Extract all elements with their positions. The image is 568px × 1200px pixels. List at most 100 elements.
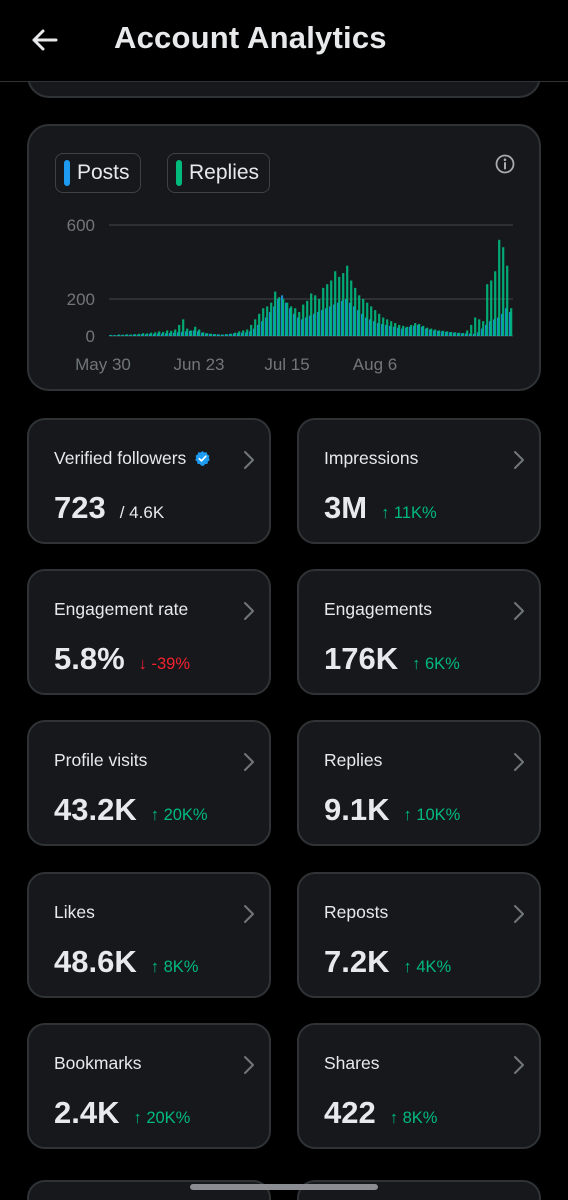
chevron-right-icon [514,451,524,469]
stat-card-shares[interactable]: Shares 422 ↑ 8K% [297,1023,541,1149]
chart-bars [109,239,513,337]
bar-replies [146,333,149,336]
bar-replies [226,334,229,336]
bar-replies [198,329,201,336]
stat-value-row: 43.2K ↑ 20K% [54,792,208,828]
stat-card-engagement-rate[interactable]: Engagement rate 5.8% ↓ -39% [27,569,271,695]
top-app-bar: Account Analytics [0,0,568,82]
stat-value: 176K [324,641,399,676]
bar-replies [166,330,169,336]
stat-label: Engagement rate [54,599,189,619]
bar-replies [406,326,409,336]
bar-replies [110,334,113,336]
chevron-right-icon [514,905,524,923]
stat-card-reposts[interactable]: Reposts 7.2K ↑ 4K% [297,872,541,998]
bar-replies [214,334,217,336]
bar-replies [346,265,349,336]
bar-replies [250,324,253,336]
bar-replies [394,323,397,336]
bar-replies [190,330,193,336]
bar-replies [174,329,177,336]
stat-value: 48.6K [54,944,137,979]
bar-replies [418,323,421,336]
info-icon[interactable] [494,153,516,175]
stat-change: ↑ 11K% [381,504,437,522]
stat-card-impressions[interactable]: Impressions 3M ↑ 11K% [297,418,541,544]
stat-card-bookmarks[interactable]: Bookmarks 2.4K ↑ 20K% [27,1023,271,1149]
stat-change: ↑ 20K% [150,806,208,824]
bar-replies [366,302,369,336]
stat-label: Likes [54,902,95,922]
home-indicator[interactable] [190,1184,378,1190]
bar-replies [302,304,305,336]
bar-replies [422,325,425,336]
stat-label: Impressions [324,448,419,468]
bar-replies [178,324,181,336]
bar-replies [262,308,265,336]
bar-replies [374,310,377,336]
stat-card-profile-visits[interactable]: Profile visits 43.2K ↑ 20K% [27,720,271,846]
bar-replies [382,317,385,336]
bar-replies [258,313,261,336]
bar-replies [186,328,189,336]
bar-replies [402,325,405,336]
bar-replies [238,331,241,336]
bar-replies [274,291,277,336]
stat-value: 7.2K [324,944,390,979]
bar-replies [202,332,205,336]
bar-replies [182,319,185,336]
bar-replies [294,308,297,336]
bar-replies [462,333,465,336]
page-title: Account Analytics [114,20,387,55]
stat-value-row: 9.1K ↑ 10K% [324,792,460,828]
bar-replies [270,302,273,336]
bar-replies [114,335,117,336]
bar-replies [410,324,413,336]
chevron-right-icon [514,602,524,620]
bar-replies [414,323,417,336]
stat-card-replies[interactable]: Replies 9.1K ↑ 10K% [297,720,541,846]
bar-replies [150,332,153,336]
stat-change: ↑ 8K% [389,1109,438,1127]
bar-replies [246,329,249,336]
bar-replies [278,297,281,336]
bar-replies [158,331,161,336]
chevron-right-icon [244,905,254,923]
bar-replies [306,300,309,336]
bar-replies [326,284,329,336]
bar-replies [230,333,233,336]
bar-replies [446,331,449,336]
back-button[interactable] [22,20,66,60]
bar-replies [134,334,137,336]
legend-chip-posts[interactable]: Posts [55,153,141,193]
y-tick-label: 200 [67,290,95,309]
bar-replies [458,332,461,336]
y-tick-label: 600 [67,216,95,235]
bar-replies [494,271,497,336]
stat-change: ↑ 20K% [133,1109,191,1127]
bar-replies [142,333,145,336]
stat-label: Bookmarks [54,1053,142,1073]
bar-replies [390,321,393,336]
stat-card-verified-followers[interactable]: Verified followers 723 / 4.6K [27,418,271,544]
bar-replies [450,331,453,336]
x-tick-label: Jun 23 [173,355,224,374]
stat-card-engagements[interactable]: Engagements 176K ↑ 6K% [297,569,541,695]
bar-replies [486,284,489,336]
stat-card-likes[interactable]: Likes 48.6K ↑ 8K% [27,872,271,998]
bar-replies [370,306,373,336]
legend-chip-replies[interactable]: Replies [167,153,271,193]
chevron-right-icon [244,451,254,469]
bar-replies [234,332,237,336]
stat-value-row: 7.2K ↑ 4K% [324,944,451,980]
chevron-right-icon [244,753,254,771]
stat-label: Profile visits [54,750,148,770]
bar-replies [154,332,157,336]
stat-value: 9.1K [324,792,390,827]
chart-x-ticks: May 30 Jun 23 Jul 15 Aug 6 [75,355,397,374]
stat-value: 2.4K [54,1095,120,1130]
bar-replies [206,333,209,336]
next-row-card-partial [27,1180,271,1200]
bar-replies [490,280,493,336]
bar-replies [470,324,473,336]
